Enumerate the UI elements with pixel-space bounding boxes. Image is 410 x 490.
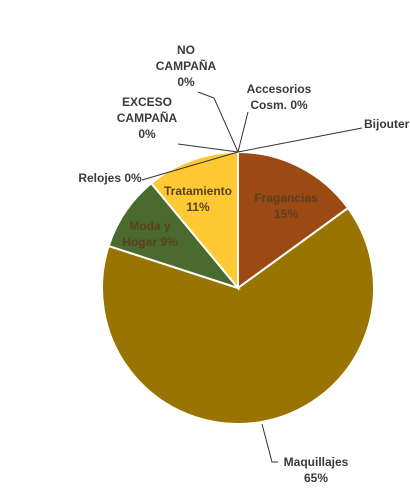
leader-accesorios bbox=[237, 111, 249, 153]
slice-label-accesorios: Accesorios Cosm. 0% bbox=[247, 82, 312, 112]
pie-slice-tratamiento bbox=[149, 150, 239, 291]
slice-label-line: Moda y bbox=[129, 219, 171, 233]
slice-label-line: Maquillajes bbox=[284, 455, 349, 469]
slice-label-line: 65% bbox=[304, 471, 328, 485]
slice-labels: Fragancias 15% Maquillajes 65% Moda y Hogar 9… bbox=[78, 43, 410, 485]
pie-slice-maquillajes bbox=[101, 206, 375, 425]
slice-label-line: CAMPAÑA bbox=[156, 58, 217, 73]
slice-label-tratamiento: Tratamiento 11% bbox=[164, 184, 232, 214]
pie-slices bbox=[101, 150, 375, 425]
slice-label-nocampana: NO CAMPAÑA 0% bbox=[156, 43, 217, 89]
slice-label-line: Accesorios bbox=[247, 82, 312, 96]
slice-label-line: Relojes 0% bbox=[78, 171, 142, 185]
slice-label-line: Fragancias bbox=[254, 191, 318, 205]
slice-label-line: 11% bbox=[186, 200, 210, 214]
slice-label-line: Hogar 9% bbox=[122, 235, 178, 249]
slice-label-line: CAMPAÑA bbox=[117, 110, 178, 125]
leader-lines bbox=[141, 91, 363, 463]
slice-label-line: EXCESO bbox=[122, 95, 172, 109]
slice-label-line: NO bbox=[177, 43, 195, 57]
slice-label-fragancias: Fragancias 15% bbox=[254, 191, 318, 221]
leader-maquillajes bbox=[261, 423, 278, 463]
leader-nocampana bbox=[197, 91, 239, 153]
slice-label-line: 15% bbox=[274, 207, 298, 221]
leader-relojes bbox=[141, 151, 239, 181]
slice-label-exceso: EXCESO CAMPAÑA 0% bbox=[117, 95, 178, 141]
pie-slice-fragancias bbox=[237, 150, 350, 290]
leader-exceso bbox=[177, 143, 239, 153]
slice-label-line: 0% bbox=[138, 127, 156, 141]
slice-label-line: Tratamiento bbox=[164, 184, 232, 198]
slice-label-maquillajes: Maquillajes 65% bbox=[284, 455, 349, 485]
slice-label-relojes: Relojes 0% bbox=[78, 171, 142, 185]
slice-label-bijouteri: Bijouteri bbox=[364, 117, 410, 131]
leader-bijouteri bbox=[237, 127, 363, 153]
slice-label-line: Cosm. 0% bbox=[250, 98, 308, 112]
slice-label-line: Bijouteri bbox=[364, 117, 410, 131]
slice-label-moda: Moda y Hogar 9% bbox=[122, 219, 178, 249]
slice-label-line: 0% bbox=[177, 75, 195, 89]
